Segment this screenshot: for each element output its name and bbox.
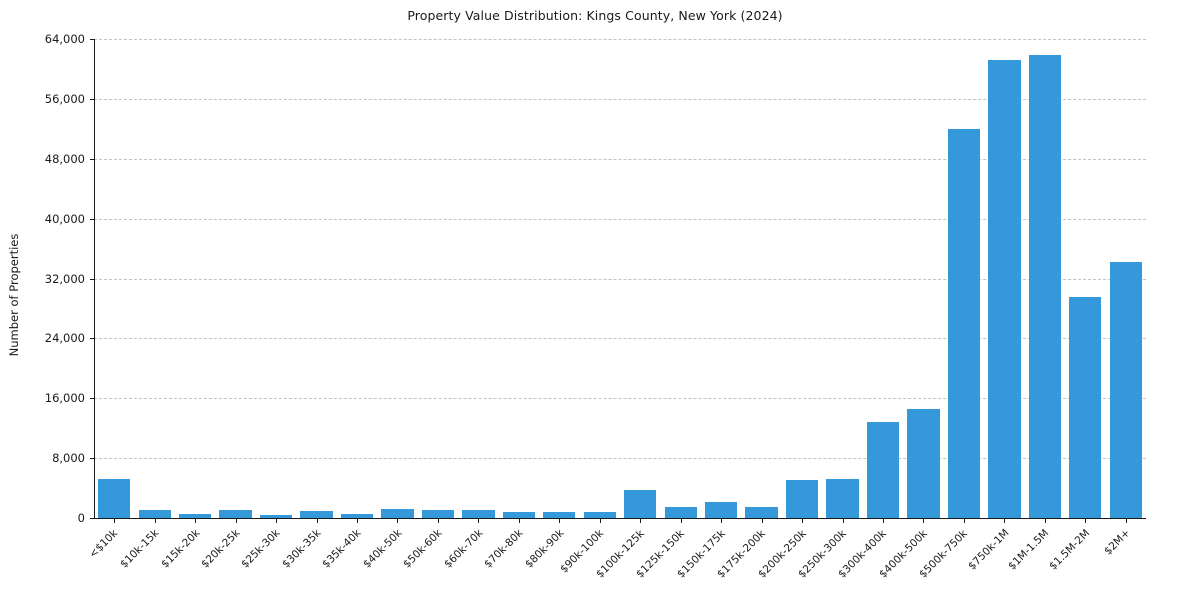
gridline (94, 398, 1146, 400)
gridline (94, 158, 1146, 160)
bar[interactable] (421, 509, 455, 518)
bar[interactable] (785, 479, 819, 518)
x-tick-mark (195, 518, 197, 523)
bar[interactable] (138, 509, 171, 518)
bar[interactable] (866, 422, 900, 518)
x-tick-mark (1125, 518, 1127, 523)
y-tick-label: 32,000 (44, 271, 85, 286)
y-tick-label: 56,000 (44, 91, 85, 106)
x-tick-label: $1.5M-2M (1046, 527, 1092, 573)
chart-title: Property Value Distribution: Kings Count… (407, 8, 783, 23)
bar[interactable] (259, 515, 293, 518)
bar[interactable] (340, 514, 374, 518)
x-tick-mark (761, 518, 763, 523)
x-tick-mark (1085, 518, 1087, 523)
gridline (94, 218, 1146, 220)
gridline (94, 98, 1146, 100)
bar[interactable] (826, 479, 859, 518)
bar[interactable] (907, 408, 940, 518)
bar[interactable] (1028, 55, 1062, 518)
x-tick-mark (397, 518, 399, 523)
bar[interactable] (583, 511, 616, 518)
y-tick-label: 16,000 (44, 391, 85, 406)
bar[interactable] (543, 512, 576, 518)
x-tick-label: $35k-40k (320, 526, 364, 571)
y-tick-mark (90, 278, 94, 280)
y-tick-label: 64,000 (44, 32, 85, 46)
bar[interactable] (624, 490, 657, 518)
y-tick-mark (90, 458, 94, 460)
y-tick-label: 24,000 (44, 331, 85, 346)
y-tick-mark (90, 158, 94, 160)
x-tick-label: $30k-35k (279, 526, 324, 571)
gridline (94, 39, 1146, 40)
y-tick-mark (90, 218, 94, 220)
x-tick-label: $40k-50k (360, 526, 405, 571)
y-tick-label: 48,000 (44, 151, 85, 166)
x-tick-mark (518, 518, 520, 523)
gridline (94, 338, 1146, 340)
y-axis-line (94, 39, 95, 518)
x-tick-mark (721, 518, 723, 523)
bar[interactable] (745, 507, 778, 518)
x-tick-label: $50k-60k (401, 526, 445, 571)
y-tick-mark (90, 398, 94, 400)
x-tick-mark (923, 518, 925, 523)
x-tick-label: $2M+ (1101, 526, 1133, 558)
y-tick-mark (90, 338, 94, 340)
bar[interactable] (947, 128, 981, 518)
x-tick-mark (316, 518, 318, 523)
x-tick-label: $70k-80k (482, 526, 526, 571)
x-tick-label: $60k-70k (441, 526, 486, 571)
bar[interactable] (1069, 297, 1102, 518)
y-tick-label: 8,000 (52, 451, 85, 466)
x-tick-mark (154, 518, 156, 523)
x-tick-mark (963, 518, 965, 523)
bar[interactable] (704, 501, 738, 518)
x-tick-mark (478, 518, 480, 523)
y-tick-label: 40,000 (44, 211, 85, 226)
bar[interactable] (98, 479, 131, 518)
x-tick-mark (802, 518, 804, 523)
x-axis-line (94, 518, 1146, 519)
bar[interactable] (381, 509, 414, 518)
bar[interactable] (219, 510, 252, 518)
x-tick-mark (559, 518, 561, 523)
gridline (94, 458, 1146, 460)
bar[interactable] (1109, 262, 1142, 518)
x-tick-mark (1044, 518, 1046, 523)
x-tick-label: $20k-25k (198, 526, 243, 571)
bar[interactable] (502, 512, 536, 518)
x-tick-mark (599, 518, 601, 523)
x-tick-mark (114, 518, 116, 523)
gridline (94, 278, 1146, 280)
y-tick-mark (90, 39, 94, 40)
y-tick-mark (90, 98, 94, 100)
bar[interactable] (300, 510, 333, 518)
x-tick-mark (357, 518, 358, 523)
x-tick-mark (883, 518, 884, 523)
bar[interactable] (664, 506, 697, 518)
x-tick-label: $25k-30k (239, 526, 283, 571)
x-tick-mark (276, 518, 278, 523)
bar[interactable] (462, 510, 495, 518)
x-tick-mark (640, 518, 642, 523)
x-tick-label: $750k-1M (965, 526, 1012, 573)
x-tick-label: $15k-20k (158, 526, 202, 571)
y-tick-mark (90, 518, 94, 519)
plot-area: 0 8,000 16,000 24,000 32,000 40,000 48,000 56,0… (45, 32, 1146, 525)
x-tick-label: $10k-15k (118, 526, 162, 571)
x-tick-mark (842, 518, 844, 523)
bar[interactable] (178, 514, 212, 518)
x-tick-mark (680, 518, 682, 523)
y-axis-label: Number of Properties (7, 233, 21, 357)
x-tick-mark (235, 518, 237, 523)
x-tick-label: <$10k (87, 527, 121, 561)
x-tick-label: $1M-1.5M (1006, 527, 1052, 573)
x-tick-mark (1004, 518, 1006, 523)
x-tick-mark (437, 518, 439, 523)
bar[interactable] (988, 59, 1021, 518)
y-tick-label: 0 (77, 511, 85, 525)
